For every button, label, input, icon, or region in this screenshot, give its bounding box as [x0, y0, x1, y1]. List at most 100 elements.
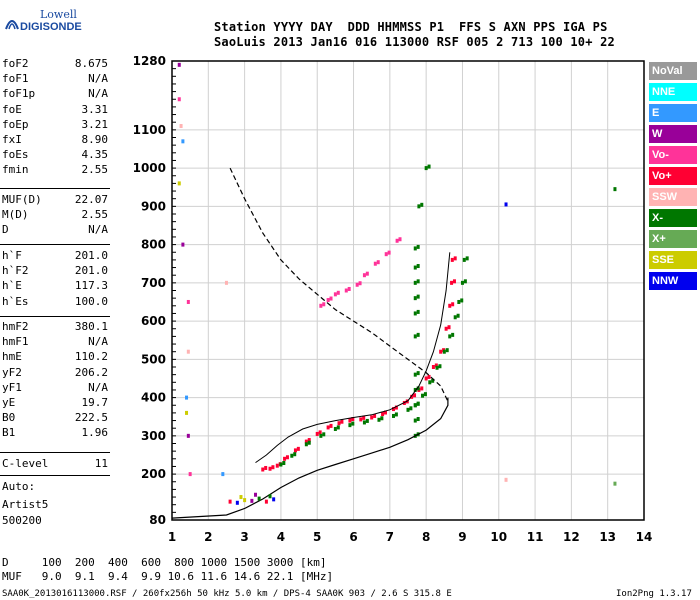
trace-point [395, 238, 399, 243]
artist-label: Artist5 [2, 498, 49, 511]
param-name: B1 [2, 426, 16, 440]
digisonde-logo-icon [5, 20, 19, 30]
param-b0: B0 222.5 [2, 411, 108, 425]
param-name: foF2 [2, 57, 29, 70]
param-name: h`E [2, 279, 22, 293]
trace-point [451, 302, 455, 307]
trace-point [264, 465, 268, 470]
trace-point [362, 273, 366, 278]
param-value: N/A [88, 335, 108, 349]
param-hf: h`F 201.0 [2, 249, 108, 263]
trace-point [456, 313, 460, 318]
noise-point [177, 62, 181, 67]
param-value: N/A [88, 380, 108, 394]
trace-point [413, 311, 417, 316]
param-divider [0, 316, 110, 317]
param-fxi: fxI 8.90 [2, 133, 108, 147]
param-divider [0, 188, 110, 189]
trace-point [358, 281, 362, 286]
trace-point [416, 294, 420, 299]
x-tick-label: 10 [490, 530, 507, 544]
trace-point [293, 452, 297, 457]
param-value: 22.07 [74, 193, 108, 206]
noise-point [177, 181, 181, 186]
trace-point [416, 401, 420, 406]
trace-point [398, 237, 402, 242]
x-tick-label: 3 [240, 530, 248, 544]
trace-point [409, 406, 413, 411]
param-he: h`E 117.3 [2, 279, 108, 293]
trace-point [406, 407, 410, 412]
trace-point [319, 433, 323, 438]
trace-point [431, 378, 435, 383]
trace-point [427, 164, 431, 169]
trace-point [283, 456, 287, 461]
trace-point [326, 298, 330, 303]
param-name: foF1 [2, 72, 29, 86]
header-row2: SaoLuis 2013 Jan16 016 113000 RSF 005 2 … [214, 35, 615, 49]
trace-point [387, 250, 391, 255]
trace-point [420, 386, 424, 391]
trace-point [318, 430, 322, 435]
param-name: yE [2, 396, 16, 409]
es-trace-point [254, 492, 258, 497]
noise-point [186, 299, 190, 304]
trace-point [282, 461, 286, 466]
param-mufd: MUF(D) 22.07 [2, 193, 108, 207]
x-tick-label: 9 [458, 530, 466, 544]
trace-point [285, 455, 289, 460]
trace-point [435, 365, 439, 370]
trace-point [340, 419, 344, 424]
legend-item-w: W [649, 125, 697, 143]
trace-point [307, 440, 311, 445]
legend-item-nnw: NNW [649, 272, 697, 290]
legend-item-vo: Vo+ [649, 167, 697, 185]
logo-line1: Lowell [40, 8, 77, 21]
param-clevel: C-level 11 [2, 457, 108, 471]
x-tick-label: 4 [277, 530, 285, 544]
param-value: 4.35 [81, 148, 109, 162]
trace-point [452, 279, 456, 284]
param-name: fxI [2, 133, 22, 146]
trace-point [351, 421, 355, 426]
trace-point [413, 280, 417, 285]
param-value: 8.90 [81, 133, 109, 146]
virtual-height-model-curve [255, 252, 451, 464]
param-foes: foEs 4.35 [2, 148, 108, 162]
noise-point [181, 139, 185, 144]
trace-point [416, 244, 420, 249]
x-tick-label: 11 [527, 530, 544, 544]
param-fmin: fmin 2.55 [2, 163, 108, 177]
trace-point [261, 467, 265, 472]
trace-point [447, 325, 451, 330]
y-tick-label: 80 [149, 513, 166, 527]
param-name: h`Es [2, 294, 29, 308]
x-tick-label: 14 [636, 530, 653, 544]
param-fof1: foF1 N/A [2, 72, 108, 86]
param-foe: foE 3.31 [2, 103, 108, 117]
trace-point [376, 260, 380, 265]
y-tick-label: 1280 [133, 54, 166, 68]
trace-point [322, 432, 326, 437]
trace-point [434, 363, 438, 368]
es-trace-point [228, 499, 232, 504]
noise-point [185, 410, 189, 415]
trace-point [444, 326, 448, 331]
param-name: hmF1 [2, 335, 29, 349]
trace-point [420, 202, 424, 207]
trace-point [413, 393, 417, 398]
trace-point [326, 425, 330, 430]
trace-point [373, 261, 377, 266]
param-divider [0, 244, 110, 245]
param-hme: hmE 110.2 [2, 350, 108, 364]
noise-point [221, 472, 225, 477]
trace-point [355, 282, 359, 287]
y-tick-label: 500 [141, 352, 166, 366]
param-fof2: foF2 8.675 [2, 57, 108, 71]
trace-point [329, 423, 333, 428]
noise-point [177, 97, 181, 102]
param-name: hmE [2, 350, 22, 364]
param-divider [0, 452, 110, 453]
trace-point [462, 257, 466, 262]
